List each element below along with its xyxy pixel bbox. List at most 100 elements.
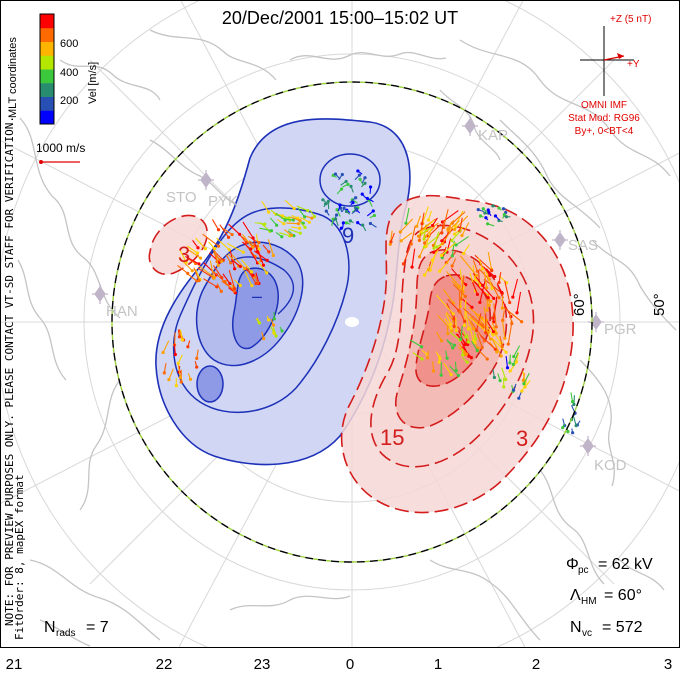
- velocity-vector-dot: [475, 349, 479, 353]
- velocity-vector-dot: [449, 322, 453, 326]
- velocity-vector-dot: [449, 372, 453, 377]
- velocity-vector-dot: [464, 335, 468, 339]
- velocity-vector-dot: [266, 318, 271, 322]
- velocity-vector: [177, 364, 181, 378]
- velocity-vector-dot: [198, 256, 203, 260]
- velocity-vector-dot: [511, 362, 515, 367]
- velocity-vector-dot: [566, 429, 570, 434]
- velocity-vector-dot: [306, 209, 310, 213]
- velocity-vector-dot: [474, 328, 479, 333]
- imf-model: Stat Mod: RG96: [568, 113, 640, 124]
- velocity-vector-dot: [226, 235, 231, 239]
- velocity-vector-dot: [324, 209, 328, 213]
- velocity-vector-dot: [173, 352, 177, 357]
- velocity-vector-dot: [450, 264, 454, 268]
- velocity-vector-dot: [178, 375, 183, 380]
- velocity-vector-dot: [491, 330, 496, 334]
- velocity-vector: [502, 310, 505, 321]
- velocity-vector: [441, 242, 457, 256]
- velocity-vector: [454, 210, 464, 227]
- velocity-vector: [228, 269, 236, 289]
- velocity-vector-dot: [493, 214, 498, 218]
- velocity-vector: [483, 266, 491, 276]
- velocity-vector-dot: [451, 312, 455, 316]
- velocity-vector: [202, 233, 219, 247]
- velocity-vector-dot: [195, 251, 200, 255]
- velocity-vector-dot: [461, 251, 466, 256]
- velocity-vector: [212, 265, 223, 278]
- mlt-tick-22: 22: [156, 656, 173, 673]
- velocity-vector: [231, 254, 246, 270]
- velocity-vector-dot: [399, 239, 403, 243]
- velocity-vector-dot: [372, 213, 376, 218]
- velocity-vector-dot: [459, 337, 463, 341]
- velocity-vector-dot: [219, 289, 223, 293]
- velocity-vector: [459, 284, 465, 307]
- velocity-vector-dot: [388, 242, 392, 246]
- velocity-vector-dot: [478, 214, 483, 218]
- velocity-vector-dot: [508, 300, 512, 305]
- velocity-vector-dot: [432, 246, 436, 250]
- velocity-vector: [436, 294, 454, 315]
- station-label-sto: STO: [166, 189, 197, 206]
- station-label-kap: KAP: [478, 127, 508, 144]
- velocity-vector-dot: [467, 354, 471, 358]
- velocity-vector-dot: [463, 319, 467, 323]
- velocity-vector-dot: [355, 207, 359, 211]
- heppner-maynard-boundary-green: [111, 81, 593, 563]
- velocity-vector: [451, 211, 466, 224]
- velocity-vector: [420, 226, 432, 235]
- velocity-vector-dot: [342, 206, 346, 210]
- velocity-vector: [299, 216, 310, 223]
- velocity-vector: [400, 232, 413, 242]
- velocity-vector: [250, 251, 259, 264]
- velocity-vector-dot: [307, 220, 312, 224]
- velocity-vector-dot: [454, 368, 458, 373]
- velocity-vector-dot: [303, 215, 307, 219]
- svg-text:N: N: [570, 619, 582, 636]
- stat-vector-count: N vc = 572: [570, 619, 643, 639]
- velocity-vector-dot: [250, 283, 254, 288]
- colorbar-band: [40, 27, 54, 42]
- velocity-vector: [458, 330, 466, 345]
- velocity-vector: [501, 367, 507, 380]
- velocity-vector: [405, 207, 410, 224]
- velocity-vector-dot: [292, 206, 296, 211]
- velocity-vector: [424, 266, 431, 276]
- svg-text:HM: HM: [581, 596, 597, 607]
- velocity-vector-dot: [480, 323, 484, 327]
- velocity-vector-dot: [478, 300, 482, 305]
- velocity-vector-dot: [457, 284, 462, 289]
- velocity-vector: [286, 222, 299, 225]
- velocity-vector: [513, 345, 521, 357]
- velocity-vector-dot: [196, 246, 200, 250]
- velocity-vector: [173, 343, 176, 355]
- velocity-vector-dot: [338, 203, 342, 207]
- velocity-vector-dot: [480, 316, 484, 320]
- velocity-vector: [275, 213, 286, 221]
- velocity-vector-dot: [561, 426, 565, 430]
- velocity-vector-dot: [475, 292, 480, 297]
- velocity-vector-dot: [452, 324, 456, 328]
- station-marker: [198, 170, 214, 190]
- velocity-vector-dot: [489, 299, 493, 303]
- velocity-vector-dot: [229, 261, 233, 265]
- velocity-vector-dot: [497, 206, 501, 210]
- velocity-vector: [186, 245, 198, 254]
- velocity-vector-dot: [356, 169, 360, 173]
- station-marker: [462, 116, 478, 136]
- velocity-vector-dot: [161, 350, 165, 355]
- velocity-vector-dot: [162, 371, 166, 375]
- contour-label-neg-min: –: [252, 286, 262, 306]
- velocity-vector-dot: [275, 223, 279, 227]
- velocity-vector-dot: [451, 346, 455, 350]
- velocity-vector: [214, 250, 219, 266]
- svg-text:= 7: = 7: [86, 619, 109, 636]
- imf-condition: By+, 0<BT<4: [575, 126, 634, 137]
- velocity-vector-dot: [282, 222, 286, 226]
- velocity-vector: [297, 207, 306, 218]
- velocity-vector-dot: [415, 224, 419, 228]
- velocity-vector: [472, 260, 478, 272]
- velocity-vector-dot: [469, 355, 473, 360]
